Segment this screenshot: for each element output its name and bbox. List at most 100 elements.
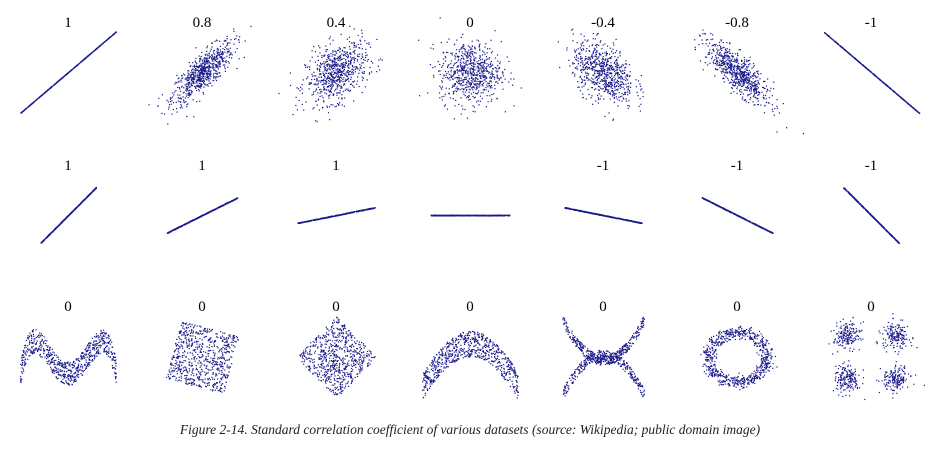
scatter-point <box>597 102 599 104</box>
scatter-point <box>325 49 327 51</box>
scatter-point <box>733 68 735 70</box>
scatter-point <box>731 55 733 57</box>
scatter-point <box>322 71 324 73</box>
scatter-point <box>309 83 311 85</box>
scatter-point <box>721 60 723 63</box>
scatter-point <box>623 72 626 74</box>
scatter-point <box>599 63 601 65</box>
scatter-point <box>576 56 578 58</box>
scatter-point <box>613 81 615 83</box>
scatter-point <box>585 75 588 77</box>
scatter-point <box>206 53 208 55</box>
scatter-point <box>362 72 364 74</box>
scatter-point <box>333 64 335 66</box>
scatter-point <box>611 75 613 77</box>
panel-correlation-label: 1 <box>64 158 72 174</box>
scatter-point <box>51 86 53 88</box>
scatter-point <box>212 50 215 52</box>
scatter-point <box>208 66 210 68</box>
scatter-point <box>597 97 599 99</box>
scatter-point <box>349 83 352 85</box>
scatter-point <box>589 50 591 53</box>
scatter-point <box>203 74 205 76</box>
scatter-point <box>217 49 219 51</box>
scatter-point <box>219 72 221 74</box>
scatter-point <box>329 69 331 71</box>
scatter-point <box>484 61 486 63</box>
scatter-point <box>598 85 600 87</box>
scatter-point <box>372 62 374 64</box>
scatter-point <box>314 51 316 53</box>
scatter-point <box>588 78 590 80</box>
scatter-point <box>318 109 321 111</box>
scatter-point <box>626 91 628 93</box>
scatter-point <box>316 78 318 80</box>
scatter-point <box>854 57 856 59</box>
scatter-point <box>216 70 218 72</box>
scatter-point <box>748 102 750 104</box>
scatter-point <box>590 67 593 69</box>
scatter-point <box>179 97 182 99</box>
scatter-point <box>189 93 192 96</box>
scatter-point <box>327 86 329 88</box>
scatter-point <box>320 62 322 64</box>
scatter-point <box>471 68 473 70</box>
scatter-point <box>608 92 610 95</box>
scatter-point <box>609 81 611 83</box>
scatter-point <box>299 90 301 92</box>
scatter-point <box>730 92 732 94</box>
scatter-point <box>178 80 180 82</box>
scatter-point <box>193 81 195 83</box>
scatter-point <box>229 42 231 44</box>
scatter-point <box>611 69 613 71</box>
scatter-point <box>353 66 355 68</box>
scatter-point <box>179 90 182 92</box>
scatter-point <box>611 83 613 85</box>
scatter-point <box>445 76 447 79</box>
scatter-point <box>458 83 460 85</box>
scatter-point <box>342 70 344 72</box>
scatter-point <box>362 56 364 58</box>
scatter-point <box>185 89 187 91</box>
scatter-point <box>477 74 479 76</box>
scatter-point <box>71 211 73 213</box>
scatter-point <box>489 48 491 50</box>
scatter-point <box>741 98 743 100</box>
scatter-point <box>323 82 325 84</box>
scatter-point <box>606 60 608 62</box>
scatter-point <box>595 75 597 78</box>
scatter-point <box>323 79 325 81</box>
scatter-point <box>451 52 453 54</box>
scatter-point <box>451 75 453 77</box>
scatter-point <box>592 81 594 83</box>
scatter-point <box>347 55 349 57</box>
scatter-point <box>53 84 55 86</box>
scatter-point <box>898 95 900 97</box>
scatter-point <box>470 48 472 51</box>
scatter-point <box>603 98 605 100</box>
scatter-point <box>587 79 589 81</box>
scatter-point <box>467 56 470 58</box>
scatter-point <box>316 121 318 123</box>
scatter-point <box>31 102 34 104</box>
scatter-point <box>577 86 579 88</box>
scatter-point <box>460 62 462 64</box>
scatter-point <box>65 74 67 76</box>
scatter-point <box>55 82 57 84</box>
scatter-point <box>740 93 742 95</box>
scatter-point <box>751 87 753 89</box>
scatter-point <box>484 68 486 70</box>
scatter-point <box>337 84 340 86</box>
scatter-point <box>473 58 475 60</box>
scatter-point <box>486 70 488 72</box>
scatter-point <box>596 23 598 25</box>
scatter-point <box>583 49 585 51</box>
scatter-point <box>366 60 368 62</box>
scatter-point <box>754 85 756 87</box>
scatter-point <box>106 39 108 41</box>
scatter-point <box>357 43 359 46</box>
scatter-point <box>344 47 346 49</box>
scatter-point <box>617 80 619 82</box>
scatter-point <box>483 51 485 53</box>
scatter-point <box>453 73 455 75</box>
